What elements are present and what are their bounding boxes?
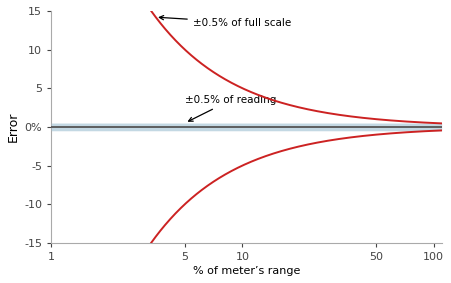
X-axis label: % of meter’s range: % of meter’s range [192,266,299,276]
Y-axis label: Error: Error [7,112,20,142]
Text: ±0.5% of full scale: ±0.5% of full scale [159,16,290,27]
Text: ±0.5% of reading: ±0.5% of reading [184,95,276,121]
